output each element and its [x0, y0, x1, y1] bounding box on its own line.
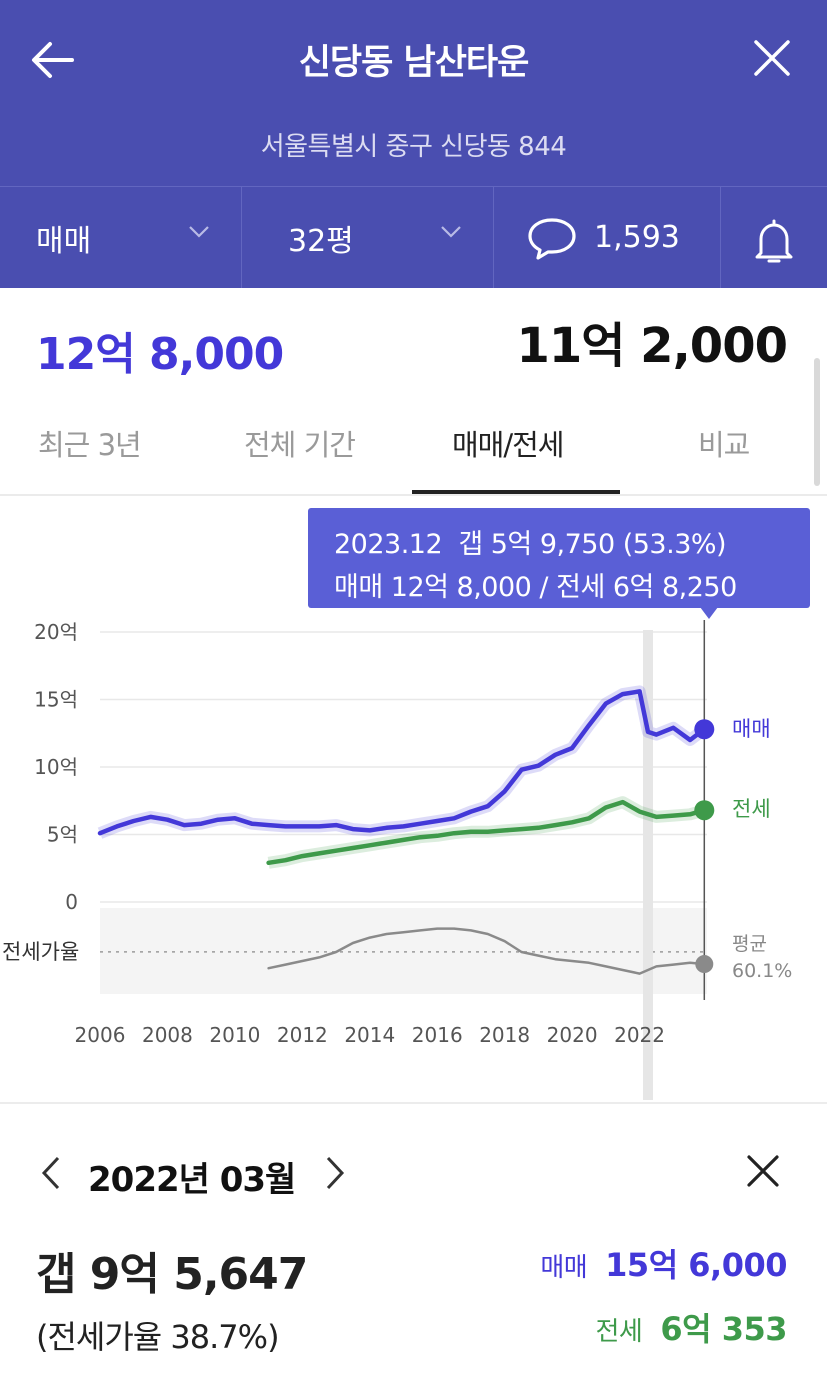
detail-date: 2022년 03월: [88, 1160, 296, 1200]
x-tick-label: 2014: [344, 1023, 395, 1047]
tabs-divider: [0, 494, 827, 496]
comments-button[interactable]: 1,593: [526, 187, 680, 288]
chevron-down-icon: [441, 226, 461, 238]
toolbar-divider: [241, 187, 242, 288]
tab-all-period[interactable]: 전체 기간: [244, 428, 356, 462]
trade-type-select[interactable]: 매매: [36, 187, 91, 288]
y-tick-label: 5억: [47, 823, 78, 847]
sale-price-label: 매매: [540, 1253, 588, 1283]
chevron-right-icon[interactable]: [322, 1154, 348, 1192]
selected-price: 12억 8,000: [36, 329, 284, 380]
tooltip-price-line: 매매 12억 8,000 / 전세 6억 8,250: [334, 572, 737, 603]
sale-price-line: [97, 689, 707, 836]
close-icon[interactable]: [752, 38, 792, 78]
bell-icon[interactable]: [753, 217, 795, 265]
jeonse-ratio-line-endpoint: [695, 955, 714, 974]
header-divider: [0, 186, 827, 187]
gap-amount: 갭 9억 5,647: [36, 1249, 308, 1300]
close-icon[interactable]: [746, 1154, 780, 1188]
size-select[interactable]: 32평: [288, 187, 354, 288]
selected-month-band: [642, 630, 653, 1100]
y-axis-labels: 20억 15억 10억 5억 0: [34, 620, 78, 914]
chevron-down-icon: [189, 226, 209, 238]
x-axis-labels: 2006 2008 2010 2012 2014 2016 2018 2020 2022: [75, 1023, 665, 1047]
jeonse-price-line: [266, 799, 707, 866]
period-tabs: 최근 3년 전체 기간 매매/전세 비교: [0, 392, 827, 496]
active-tab-indicator: [412, 490, 620, 494]
toolbar-divider: [493, 187, 494, 288]
tooltip-gap-line: 2023.12 갭 5억 9,750 (53.3%): [334, 529, 727, 560]
x-tick-label: 2006: [75, 1023, 126, 1047]
jeonse-ratio-line: [267, 927, 706, 975]
y-tick-label: 20억: [34, 620, 78, 644]
jeonse-price-value: 6억 353: [660, 1310, 787, 1348]
jeonse-price-row: 전세 6억 353: [596, 1304, 788, 1350]
tab-compare[interactable]: 비교: [698, 428, 750, 462]
page-title: 신당동 남산타운: [298, 43, 530, 83]
latest-price: 11억 2,000: [516, 318, 788, 374]
tab-recent-3-years[interactable]: 최근 3년: [38, 428, 142, 462]
chart-tooltip: 2023.12 갭 5억 9,750 (53.3%) 매매 12억 8,000 …: [308, 508, 810, 608]
ratio-band: [100, 908, 707, 994]
sale-price-line-endpoint: [694, 719, 715, 740]
jeonse-price-line-endpoint: [694, 800, 715, 821]
x-tick-label: 2010: [209, 1023, 260, 1047]
x-tick-label: 2008: [142, 1023, 193, 1047]
chevron-left-icon[interactable]: [38, 1154, 64, 1192]
series-label-sale: 매매: [732, 717, 771, 741]
sale-price-row: 매매 15억 6,000: [540, 1240, 787, 1286]
series-endpoints: [694, 719, 715, 974]
series-label-jeonse: 전세: [732, 797, 771, 821]
app-header: 신당동 남산타운 서울특별시 중구 신당동 844 매매 32평 1,593: [0, 0, 827, 288]
x-tick-label: 2022: [614, 1023, 665, 1047]
price-chart[interactable]: 20억 15억 10억 5억 0 2006 2008 2010 2012 2014 2016 201…: [0, 620, 827, 1120]
toolbar-divider: [720, 187, 721, 288]
x-tick-label: 2016: [412, 1023, 463, 1047]
ratio-axis-label: 전세가율: [2, 940, 79, 964]
speech-bubble-icon: [528, 217, 576, 260]
y-tick-label: 0: [65, 890, 78, 914]
series-lines: [97, 685, 708, 975]
trade-type-label: 매매: [36, 223, 92, 259]
sale-price-value: 15억 6,000: [605, 1246, 787, 1284]
chart-divider: [0, 1102, 827, 1104]
average-label: 평균: [732, 933, 767, 955]
jeonse-ratio: (전세가율 38.7%): [36, 1318, 280, 1356]
selected-month-detail: 2022년 03월 갭 9억 5,647 (전세가율 38.7%) 매매 15억 …: [0, 1104, 827, 1380]
scrollbar[interactable]: [814, 358, 820, 486]
size-label: 32평: [288, 223, 354, 259]
y-tick-label: 10억: [34, 755, 78, 779]
back-arrow-icon[interactable]: [30, 38, 76, 82]
tab-sale-jeonse[interactable]: 매매/전세: [452, 428, 564, 462]
x-tick-label: 2020: [547, 1023, 598, 1047]
x-tick-label: 2012: [277, 1023, 328, 1047]
tooltip-pointer: [700, 607, 718, 619]
chart-grid: [100, 631, 707, 903]
price-summary: 12억 8,000 11억 2,000: [0, 288, 827, 388]
average-value: 60.1%: [732, 960, 792, 982]
jeonse-price-label: 전세: [595, 1317, 643, 1347]
x-tick-label: 2018: [479, 1023, 530, 1047]
address-text: 서울특별시 중구 신당동 844: [260, 132, 567, 162]
y-tick-label: 15억: [34, 688, 78, 712]
sale-price-line-range: [97, 685, 708, 839]
filter-toolbar: 매매 32평 1,593: [0, 187, 827, 288]
comment-count: 1,593: [594, 220, 680, 255]
